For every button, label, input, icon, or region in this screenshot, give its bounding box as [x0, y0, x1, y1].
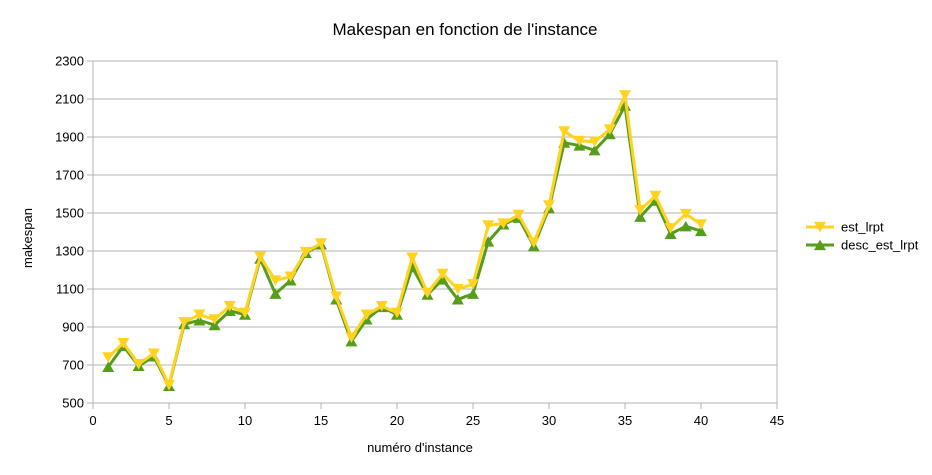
data-point-desc-est-lrpt	[695, 225, 707, 237]
data-point-est-lrpt	[284, 271, 297, 283]
y-tick-label: 1300	[55, 244, 84, 259]
data-point-est-lrpt	[467, 279, 479, 290]
data-point-est-lrpt	[436, 268, 449, 280]
data-point-est-lrpt	[360, 309, 373, 321]
series-line-desc-est-lrpt	[106, 104, 702, 388]
y-tick-label: 900	[62, 320, 84, 335]
data-point-est-lrpt	[375, 301, 388, 312]
x-tick-label: 40	[694, 413, 708, 428]
plot-area-border	[92, 60, 778, 404]
data-point-est-lrpt	[664, 223, 677, 234]
data-point-est-lrpt	[497, 218, 510, 229]
data-point-desc-est-lrpt	[482, 236, 495, 247]
data-point-desc-est-lrpt	[269, 288, 282, 299]
data-point-est-lrpt	[391, 307, 403, 319]
data-point-est-lrpt	[239, 307, 251, 319]
data-point-est-lrpt	[588, 136, 601, 148]
data-point-est-lrpt	[482, 220, 495, 231]
y-tick-label: 2100	[55, 92, 84, 107]
x-tick-label: 45	[770, 413, 784, 428]
data-point-est-lrpt	[269, 275, 282, 286]
data-point-est-lrpt	[573, 135, 586, 147]
data-point-est-lrpt	[345, 332, 358, 343]
legend-swatch-marker	[814, 221, 826, 233]
x-tick-label: 15	[314, 413, 328, 428]
data-point-est-lrpt	[695, 219, 707, 230]
data-point-est-lrpt	[406, 252, 419, 264]
y-tick-label: 700	[62, 358, 84, 373]
data-point-est-lrpt	[299, 246, 312, 258]
data-point-est-lrpt	[193, 309, 206, 321]
data-point-desc-est-lrpt	[664, 228, 677, 239]
x-tick-label: 25	[466, 413, 480, 428]
legend-item-desc-est-lrpt: desc_est_lrpt	[806, 238, 919, 253]
data-point-est-lrpt	[527, 237, 540, 248]
data-point-est-lrpt	[543, 200, 555, 211]
series-group	[102, 90, 707, 391]
data-point-est-lrpt	[223, 301, 236, 312]
y-tick-label: 500	[62, 396, 84, 411]
series-line-est-lrpt	[107, 93, 702, 387]
x-tick-label: 35	[618, 413, 632, 428]
data-point-desc-est-lrpt	[467, 288, 479, 299]
data-point-desc-est-lrpt	[679, 220, 692, 232]
legend-label: est_lrpt	[841, 220, 884, 235]
data-point-est-lrpt	[178, 317, 191, 328]
data-point-desc-est-lrpt	[451, 294, 464, 305]
data-point-est-lrpt	[117, 338, 130, 349]
data-point-desc-est-lrpt	[634, 211, 647, 222]
data-point-est-lrpt	[619, 90, 631, 101]
data-point-est-lrpt	[102, 352, 115, 363]
data-point-desc-est-lrpt	[102, 361, 115, 372]
data-point-est-lrpt	[163, 379, 175, 391]
legend-swatch-marker	[814, 239, 826, 251]
data-point-est-lrpt	[315, 238, 327, 249]
data-point-est-lrpt	[451, 283, 464, 295]
x-axis-title: numéro d'instance	[367, 440, 473, 455]
y-tick-label: 1100	[56, 282, 84, 297]
data-point-est-lrpt	[208, 314, 221, 325]
x-tick-label: 0	[89, 413, 96, 428]
data-point-est-lrpt	[132, 358, 145, 370]
x-axis-ticks: 0 5 10 15 20 25 30 35 40 45	[89, 403, 784, 428]
data-point-est-lrpt	[147, 348, 160, 359]
chart-title: Makespan en fonction de l'instance	[332, 20, 597, 39]
data-point-desc-est-lrpt	[193, 314, 206, 326]
data-point-desc-est-lrpt	[436, 274, 449, 285]
data-point-est-lrpt	[558, 126, 571, 137]
legend: est_lrpt desc_est_lrpt	[806, 220, 919, 253]
series-est-lrpt	[102, 90, 707, 391]
y-tick-label: 1500	[55, 206, 84, 221]
y-axis-title: makespan	[20, 208, 35, 268]
data-point-desc-est-lrpt	[208, 319, 221, 331]
x-tick-label: 5	[165, 413, 172, 428]
data-point-est-lrpt	[603, 124, 616, 135]
y-axis-ticks: 500 700 900 1100 1300 1500 1700 1900 2100 2300	[55, 54, 93, 411]
data-point-est-lrpt	[254, 251, 267, 263]
data-point-est-lrpt	[421, 287, 434, 299]
x-tick-label: 30	[542, 413, 556, 428]
x-tick-label: 20	[390, 413, 404, 428]
y-tick-label: 1900	[55, 130, 84, 145]
y-tick-label: 1700	[55, 168, 84, 183]
x-tick-label: 10	[238, 413, 252, 428]
data-point-est-lrpt	[634, 205, 647, 216]
data-point-est-lrpt	[512, 209, 525, 221]
data-point-est-lrpt	[649, 190, 662, 202]
data-point-est-lrpt	[679, 208, 692, 220]
data-point-desc-est-lrpt	[588, 144, 601, 156]
data-point-est-lrpt	[330, 291, 343, 302]
y-tick-label: 2300	[55, 54, 84, 69]
legend-item-est-lrpt: est_lrpt	[806, 220, 884, 235]
legend-label: desc_est_lrpt	[841, 238, 919, 253]
